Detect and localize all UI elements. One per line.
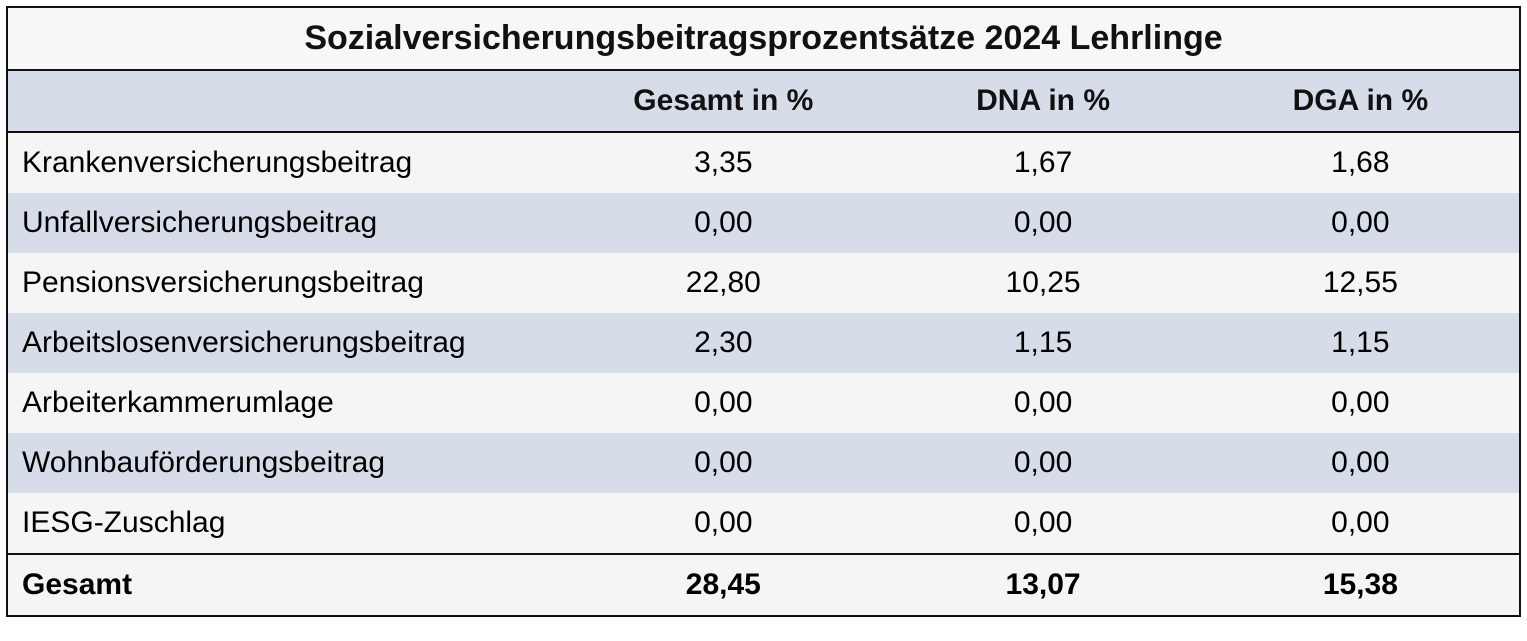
row-dga: 0,00 xyxy=(1202,493,1520,554)
total-row: Gesamt 28,45 13,07 15,38 xyxy=(7,554,1520,616)
row-dna: 0,00 xyxy=(884,373,1201,433)
row-dga: 12,55 xyxy=(1202,253,1520,313)
row-dna: 1,15 xyxy=(884,313,1201,373)
table-row: Wohnbauförderungsbeitrag 0,00 0,00 0,00 xyxy=(7,433,1520,493)
col-header-dna: DNA in % xyxy=(884,70,1201,132)
table-row: Unfallversicherungsbeitrag 0,00 0,00 0,0… xyxy=(7,193,1520,253)
row-dna: 0,00 xyxy=(884,193,1201,253)
row-label: Krankenversicherungsbeitrag xyxy=(7,132,562,193)
table-row: Pensionsversicherungsbeitrag 22,80 10,25… xyxy=(7,253,1520,313)
row-dga: 1,68 xyxy=(1202,132,1520,193)
row-dga: 0,00 xyxy=(1202,193,1520,253)
table-row: Krankenversicherungsbeitrag 3,35 1,67 1,… xyxy=(7,132,1520,193)
row-gesamt: 3,35 xyxy=(562,132,884,193)
row-label: Arbeitslosenversicherungsbeitrag xyxy=(7,313,562,373)
total-dga: 15,38 xyxy=(1202,554,1520,616)
row-label: Wohnbauförderungsbeitrag xyxy=(7,433,562,493)
row-gesamt: 0,00 xyxy=(562,433,884,493)
row-dna: 0,00 xyxy=(884,433,1201,493)
row-label: Arbeiterkammerumlage xyxy=(7,373,562,433)
table-row: IESG-Zuschlag 0,00 0,00 0,00 xyxy=(7,493,1520,554)
total-gesamt: 28,45 xyxy=(562,554,884,616)
row-dga: 0,00 xyxy=(1202,433,1520,493)
table-title: Sozialversicherungsbeitragsprozentsätze … xyxy=(7,7,1520,70)
col-header-gesamt: Gesamt in % xyxy=(562,70,884,132)
table-body: Krankenversicherungsbeitrag 3,35 1,67 1,… xyxy=(7,132,1520,554)
table-row: Arbeiterkammerumlage 0,00 0,00 0,00 xyxy=(7,373,1520,433)
row-dga: 1,15 xyxy=(1202,313,1520,373)
table-row: Arbeitslosenversicherungsbeitrag 2,30 1,… xyxy=(7,313,1520,373)
row-dga: 0,00 xyxy=(1202,373,1520,433)
row-gesamt: 2,30 xyxy=(562,313,884,373)
row-label: Unfallversicherungsbeitrag xyxy=(7,193,562,253)
row-dna: 0,00 xyxy=(884,493,1201,554)
row-gesamt: 0,00 xyxy=(562,373,884,433)
row-label: IESG-Zuschlag xyxy=(7,493,562,554)
row-gesamt: 0,00 xyxy=(562,193,884,253)
total-dna: 13,07 xyxy=(884,554,1201,616)
col-header-label xyxy=(7,70,562,132)
row-gesamt: 0,00 xyxy=(562,493,884,554)
row-gesamt: 22,80 xyxy=(562,253,884,313)
social-insurance-table: Sozialversicherungsbeitragsprozentsätze … xyxy=(6,6,1521,617)
row-dna: 1,67 xyxy=(884,132,1201,193)
row-label: Pensionsversicherungsbeitrag xyxy=(7,253,562,313)
col-header-dga: DGA in % xyxy=(1202,70,1520,132)
total-label: Gesamt xyxy=(7,554,562,616)
row-dna: 10,25 xyxy=(884,253,1201,313)
